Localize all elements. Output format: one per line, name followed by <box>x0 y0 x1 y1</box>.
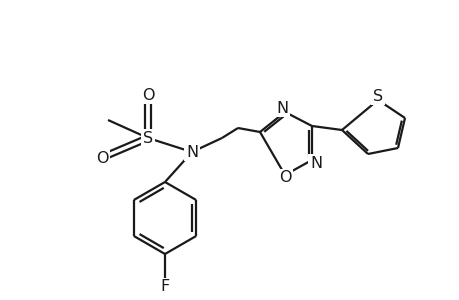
Text: S: S <box>372 88 382 104</box>
Text: F: F <box>160 280 169 295</box>
Text: O: O <box>141 88 154 103</box>
Text: S: S <box>143 130 153 146</box>
Text: O: O <box>278 170 291 185</box>
Text: N: N <box>275 100 287 116</box>
Text: O: O <box>95 151 108 166</box>
Text: N: N <box>185 145 198 160</box>
Text: N: N <box>309 155 321 170</box>
